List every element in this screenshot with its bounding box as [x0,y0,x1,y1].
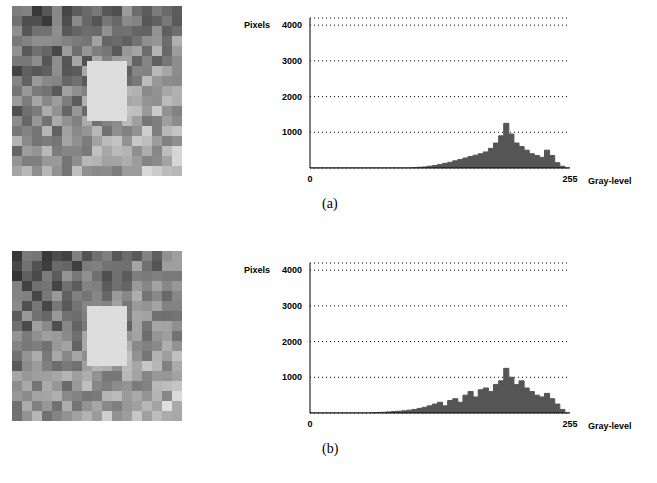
svg-text:255: 255 [562,419,577,429]
svg-text:1000: 1000 [282,127,302,137]
svg-text:2000: 2000 [282,92,302,102]
svg-text:255: 255 [562,174,577,184]
html-text:Gray-level: Gray-level [588,421,632,431]
html-text:Pixels: Pixels [244,265,270,275]
html-text:Gray-level: Gray-level [588,176,632,186]
svg-text:0: 0 [307,174,312,184]
html-text:(a): (a) [322,196,338,211]
svg-text:0: 0 [307,419,312,429]
svg-text:4000: 4000 [282,20,302,30]
svg-text:3000: 3000 [282,56,302,66]
svg-text:2000: 2000 [282,337,302,347]
svg-text:3000: 3000 [282,301,302,311]
svg-text:1000: 1000 [282,372,302,382]
html-text:(b): (b) [322,441,339,456]
svg-text:4000: 4000 [282,265,302,275]
html-text:Pixels: Pixels [244,20,270,30]
